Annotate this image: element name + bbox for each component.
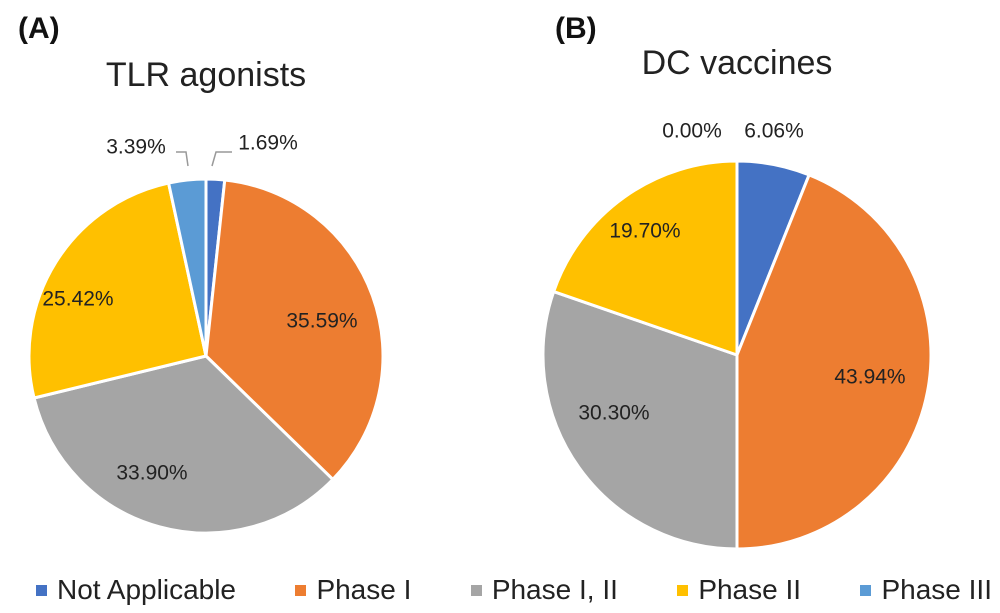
slice-label-phase-i-ii: 33.90% (116, 462, 187, 485)
legend-label: Phase III (881, 574, 992, 605)
pie-slice-phase-ii (552, 159, 739, 357)
slice-labels-a: 1.69% 35.59% 33.90% 25.42% 3.39% (42, 132, 357, 485)
panel-label-b: (B) (555, 12, 597, 45)
slice-label-phase-i: 43.94% (834, 366, 905, 389)
legend-label: Phase I (316, 574, 412, 605)
slice-labels-b: 6.06% 43.94% 30.30% 19.70% 0.00% (578, 120, 905, 425)
legend-swatch (677, 584, 689, 596)
legend-item-phase-ii: Phase II (677, 574, 801, 606)
slice-label-not-applicable: 1.69% (238, 132, 298, 155)
pie-slice-phase-i (204, 178, 385, 481)
slice-label-phase-i-ii: 30.30% (578, 402, 649, 425)
legend-label: Phase I, II (491, 574, 618, 605)
pie-slice-phase-iii (167, 177, 208, 358)
pie-slice-phase-i-ii (541, 290, 739, 551)
leader-line-0 (211, 151, 232, 167)
pie-chart-dc-vaccines: (B) DC vaccines 6.06% 43.94% 30.30% 19.70% 0… (541, 12, 933, 551)
chart-title-tlr-agonists: TLR agonists (106, 56, 306, 94)
pie-slices-a (27, 177, 385, 535)
legend: Not Applicable Phase I Phase I, II Phase… (0, 572, 1000, 608)
pie-chart-tlr-agonists: (A) TLR agonists 1.69% 35.59% 33.90% 25.42%… (18, 12, 385, 535)
slice-label-not-applicable: 6.06% (744, 120, 804, 143)
pie-slice-phase-i (735, 173, 933, 551)
slice-label-phase-iii: 3.39% (106, 136, 166, 159)
leader-lines-a (176, 151, 232, 167)
pie-slice-phase-i-ii (32, 354, 335, 535)
legend-item-phase-i: Phase I (295, 574, 411, 606)
legend-label: Not Applicable (57, 574, 237, 605)
legend-swatch (36, 584, 47, 596)
legend-swatch (470, 584, 482, 596)
legend-label: Phase II (698, 574, 802, 605)
pie-charts: (A) TLR agonists 1.69% 35.59% 33.90% 25.42%… (18, 12, 933, 551)
chart-title-dc-vaccines: DC vaccines (642, 44, 833, 82)
legend-swatch (860, 584, 872, 596)
legend-swatch (295, 584, 307, 596)
legend-item-not-applicable: Not Applicable (36, 574, 236, 606)
leader-line-1 (176, 151, 189, 167)
legend-item-phase-iii: Phase III (860, 574, 992, 606)
legend-item-phase-i-ii: Phase I, II (470, 574, 618, 606)
slice-label-phase-ii: 19.70% (609, 220, 680, 243)
slice-label-phase-iii: 0.00% (662, 120, 722, 143)
slice-label-phase-i: 35.59% (286, 310, 357, 333)
pie-slices-b (541, 159, 933, 551)
slice-label-phase-ii: 25.42% (42, 288, 113, 311)
pie-slice-phase-ii (27, 181, 208, 400)
panel-label-a: (A) (18, 12, 60, 45)
